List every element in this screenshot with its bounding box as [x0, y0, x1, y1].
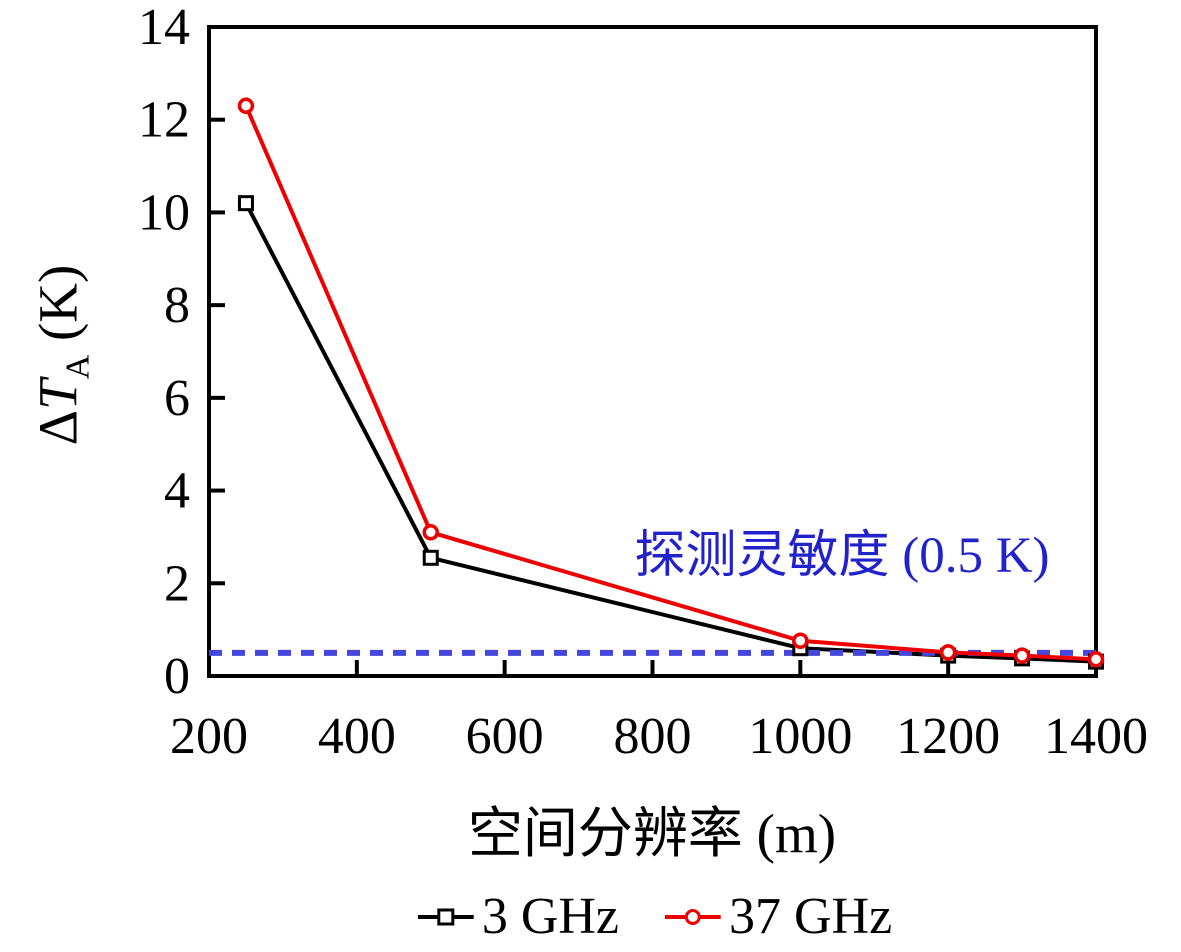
temperature-subscript: A	[59, 354, 97, 380]
data-point-circle	[237, 97, 255, 115]
x-tick-label: 1200	[896, 708, 1000, 765]
y-axis-unit: (K)	[27, 264, 89, 355]
data-point-square	[422, 549, 439, 566]
y-tick-label: 6	[164, 370, 190, 427]
x-tick-label: 1000	[748, 708, 852, 765]
x-tick-label: 400	[318, 708, 396, 765]
temperature-symbol: T	[27, 379, 89, 410]
data-point-circle	[1013, 647, 1031, 664]
y-axis-title: ΔTA (K)	[27, 265, 98, 446]
y-tick-label: 10	[138, 184, 190, 241]
legend-item-3ghz: 3 GHz	[417, 888, 619, 945]
x-tick-label: 600	[466, 708, 544, 765]
data-point-square	[237, 195, 254, 212]
y-tick-label: 8	[164, 277, 190, 334]
x-tick-label: 800	[614, 708, 692, 765]
y-tick-label: 0	[164, 648, 190, 705]
x-tick-label: 200	[170, 708, 248, 765]
legend-label-37ghz: 37 GHz	[729, 888, 893, 945]
series-line-3ghz	[244, 202, 1097, 664]
sensitivity-annotation: 探测灵敏度 (0.5 K)	[634, 528, 1050, 584]
y-tick-label: 4	[164, 463, 190, 520]
y-tick-label: 12	[138, 92, 190, 149]
series-line-37ghz	[244, 105, 1097, 662]
x-tick-label: 1400	[1044, 708, 1148, 765]
data-point-circle	[422, 524, 439, 541]
x-axis-title: 空间分辨率 (m)	[467, 803, 837, 864]
legend-label-3ghz: 3 GHz	[481, 888, 619, 945]
data-point-circle	[939, 644, 957, 661]
legend: 3 GHz 37 GHz	[417, 888, 892, 945]
delta-symbol: Δ	[27, 409, 89, 446]
legend-item-37ghz: 37 GHz	[665, 891, 892, 943]
y-tick-label: 2	[164, 555, 190, 612]
y-tick-label: 14	[138, 0, 190, 56]
data-point-circle	[792, 632, 809, 650]
legend-marker-3ghz-icon	[417, 908, 474, 926]
data-point-circle	[1087, 651, 1105, 668]
legend-marker-37ghz-icon	[665, 909, 721, 925]
